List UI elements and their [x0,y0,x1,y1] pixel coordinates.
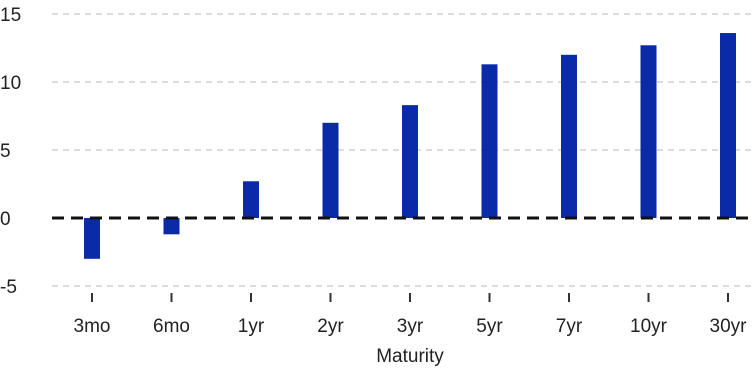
x-tick-label: 5yr [476,316,503,337]
bar-3yr [402,105,418,218]
gridlines [52,13,753,287]
bar-1yr [243,181,259,218]
x-axis-ticks: 3mo 6mo 1yr 2yr 3yr 5yr 7yr 10yr 30yr [74,293,748,337]
bar-2yr [322,122,339,218]
x-tick-label: 2yr [317,316,344,337]
bar-10yr [640,45,657,218]
y-tick-label: 15 [0,5,21,26]
x-tick-label: 3mo [74,316,111,337]
y-tick-label: 5 [0,141,11,162]
bars [84,33,736,259]
bar-3mo [84,218,100,259]
x-tick-label: 7yr [556,316,583,337]
bar-6mo [163,218,180,235]
y-tick-label: 10 [0,73,21,94]
x-tick-label: 30yr [710,316,748,337]
x-tick-label: 1yr [238,316,265,337]
y-tick-label: -5 [0,277,17,298]
bar-30yr [720,33,736,218]
bar-5yr [481,64,498,218]
x-tick-label: 6mo [153,316,190,337]
x-tick-label: 10yr [630,316,668,337]
bar-7yr [561,54,577,218]
y-tick-label: 0 [0,209,11,230]
y-axis-ticks: 15 10 5 0 -5 [0,5,21,298]
x-axis-label: Maturity [376,346,444,367]
x-tick-label: 3yr [397,316,424,337]
